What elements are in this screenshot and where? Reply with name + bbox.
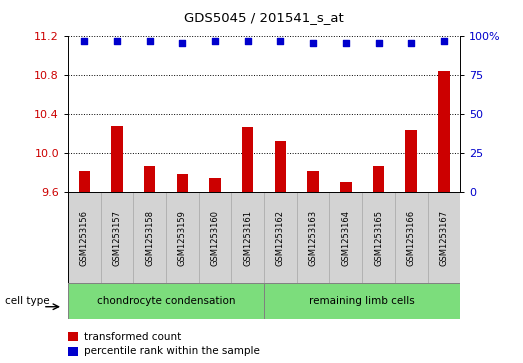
Point — [440, 38, 448, 44]
Bar — [68, 283, 264, 319]
Bar — [438, 72, 450, 192]
Bar — [428, 192, 460, 283]
Bar — [242, 127, 254, 192]
Bar — [373, 166, 384, 192]
Text: GSM1253160: GSM1253160 — [211, 210, 220, 266]
Point — [374, 40, 383, 45]
Text: transformed count: transformed count — [84, 332, 181, 342]
Bar — [100, 192, 133, 283]
Text: GSM1253167: GSM1253167 — [439, 210, 448, 266]
Text: GSM1253161: GSM1253161 — [243, 210, 252, 266]
Text: GSM1253158: GSM1253158 — [145, 210, 154, 266]
Text: cell type: cell type — [5, 296, 50, 306]
Text: GSM1253159: GSM1253159 — [178, 210, 187, 266]
Point — [342, 40, 350, 45]
Bar — [199, 192, 231, 283]
Point — [211, 38, 219, 44]
Bar — [166, 192, 199, 283]
Bar — [405, 130, 417, 192]
Text: GDS5045 / 201541_s_at: GDS5045 / 201541_s_at — [184, 11, 344, 24]
Point — [113, 38, 121, 44]
Bar — [264, 192, 297, 283]
Point — [80, 38, 88, 44]
Bar — [231, 192, 264, 283]
Bar — [395, 192, 428, 283]
Text: GSM1253162: GSM1253162 — [276, 210, 285, 266]
Text: GSM1253157: GSM1253157 — [112, 210, 121, 266]
Point — [276, 38, 285, 44]
Text: remaining limb cells: remaining limb cells — [309, 296, 415, 306]
Text: GSM1253156: GSM1253156 — [80, 210, 89, 266]
Text: chondrocyte condensation: chondrocyte condensation — [97, 296, 235, 306]
Bar — [78, 171, 90, 192]
Bar — [329, 192, 362, 283]
Text: GSM1253165: GSM1253165 — [374, 210, 383, 266]
Bar — [177, 174, 188, 192]
Bar — [275, 141, 286, 192]
Bar — [133, 192, 166, 283]
Point — [309, 40, 317, 45]
Point — [145, 38, 154, 44]
Bar — [144, 166, 155, 192]
Bar — [68, 192, 100, 283]
Bar — [340, 182, 351, 192]
Text: GSM1253166: GSM1253166 — [407, 210, 416, 266]
Text: percentile rank within the sample: percentile rank within the sample — [84, 346, 259, 356]
Bar — [297, 192, 329, 283]
Text: GSM1253164: GSM1253164 — [342, 210, 350, 266]
Point — [178, 40, 187, 45]
Bar — [111, 126, 123, 192]
Point — [407, 40, 415, 45]
Bar — [209, 178, 221, 192]
Bar — [264, 283, 460, 319]
Bar — [362, 192, 395, 283]
Bar — [308, 171, 319, 192]
Point — [244, 38, 252, 44]
Text: GSM1253163: GSM1253163 — [309, 210, 317, 266]
